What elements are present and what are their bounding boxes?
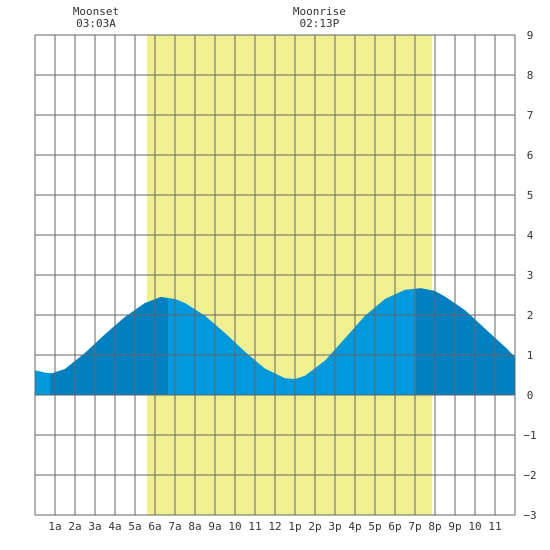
x-tick-label: 3a bbox=[88, 520, 101, 533]
y-tick-label: 8 bbox=[527, 69, 534, 82]
x-tick-label: 6a bbox=[148, 520, 161, 533]
x-tick-label: 6p bbox=[388, 520, 401, 533]
x-tick-label: 11 bbox=[488, 520, 501, 533]
moonrise-time: 02:13P bbox=[300, 17, 340, 30]
y-tick-label: 5 bbox=[527, 189, 534, 202]
x-tick-label: 10 bbox=[468, 520, 481, 533]
y-tick-label: 6 bbox=[527, 149, 534, 162]
y-tick-label: 1 bbox=[527, 349, 534, 362]
y-tick-label: −2 bbox=[523, 469, 536, 482]
y-tick-label: 4 bbox=[527, 229, 534, 242]
y-tick-label: 3 bbox=[527, 269, 534, 282]
x-tick-label: 10 bbox=[228, 520, 241, 533]
x-tick-label: 7p bbox=[408, 520, 421, 533]
x-tick-label: 3p bbox=[328, 520, 341, 533]
x-tick-label: 5p bbox=[368, 520, 381, 533]
moonrise-label: Moonrise bbox=[293, 5, 346, 18]
x-tick-label: 4a bbox=[108, 520, 121, 533]
y-tick-label: 2 bbox=[527, 309, 534, 322]
y-tick-label: 0 bbox=[527, 389, 534, 402]
x-tick-label: 4p bbox=[348, 520, 361, 533]
y-tick-label: −1 bbox=[523, 429, 536, 442]
x-tick-label: 12 bbox=[268, 520, 281, 533]
x-tick-label: 1p bbox=[288, 520, 301, 533]
x-tick-label: 7a bbox=[168, 520, 181, 533]
y-tick-label: −3 bbox=[523, 509, 536, 522]
y-tick-label: 9 bbox=[527, 29, 534, 42]
x-tick-label: 2a bbox=[68, 520, 81, 533]
x-tick-label: 5a bbox=[128, 520, 141, 533]
moonset-time: 03:03A bbox=[76, 17, 116, 30]
y-tick-label: 7 bbox=[527, 109, 534, 122]
x-tick-label: 1a bbox=[48, 520, 61, 533]
x-tick-label: 9a bbox=[208, 520, 221, 533]
moonset-label: Moonset bbox=[73, 5, 119, 18]
x-tick-label: 8a bbox=[188, 520, 201, 533]
x-tick-label: 11 bbox=[248, 520, 261, 533]
x-tick-label: 8p bbox=[428, 520, 441, 533]
x-tick-label: 9p bbox=[448, 520, 461, 533]
x-tick-label: 2p bbox=[308, 520, 321, 533]
